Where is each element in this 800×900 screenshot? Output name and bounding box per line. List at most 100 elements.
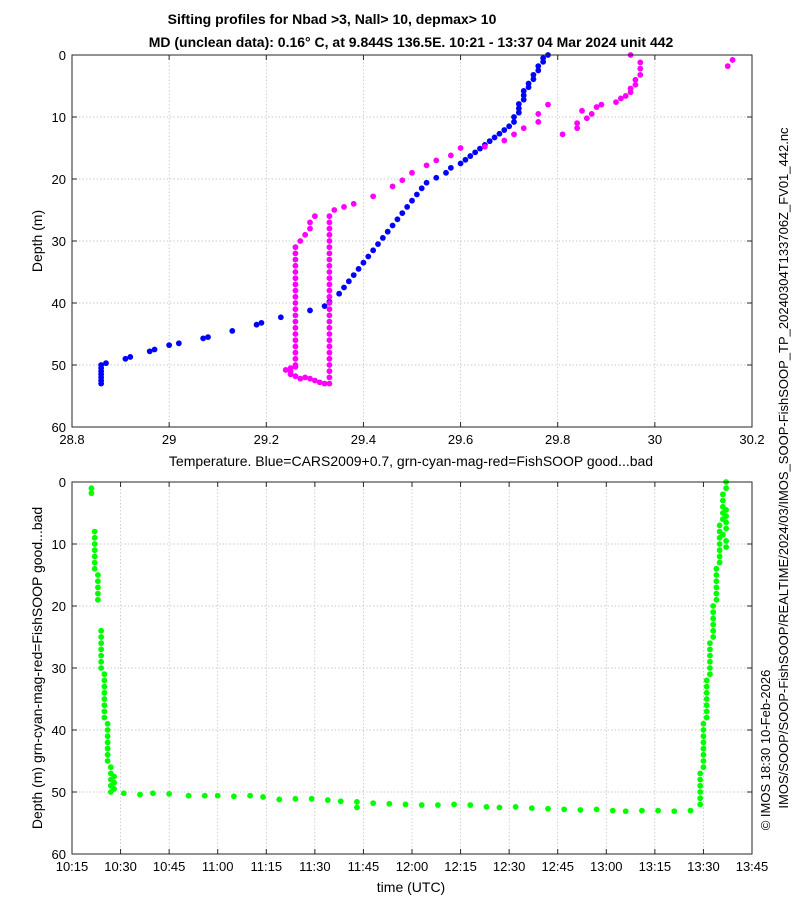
bottom-data-point <box>703 677 710 684</box>
top-data-point <box>583 115 590 122</box>
bottom-x-tick-label: 13:30 <box>687 859 720 874</box>
top-data-point <box>389 183 396 190</box>
top-data-point <box>525 80 532 87</box>
bottom-data-point <box>95 590 101 597</box>
bottom-y-tick-label: 0 <box>59 475 66 490</box>
bottom-data-point <box>639 807 645 814</box>
top-data-point <box>520 88 527 94</box>
top-data-point <box>229 328 236 334</box>
top-data-point <box>311 377 318 384</box>
bottom-data-point <box>703 714 710 721</box>
bottom-data-point <box>713 565 720 572</box>
bottom-x-tick-label: 11:00 <box>202 859 234 874</box>
bottom-data-point <box>91 541 98 547</box>
bottom-y-tick-label: 40 <box>52 723 66 738</box>
top-data-point <box>423 179 430 186</box>
top-data-point <box>341 204 347 210</box>
top-data-point <box>326 244 333 251</box>
bottom-data-point <box>707 671 713 678</box>
top-data-point <box>370 247 377 254</box>
top-data-point <box>331 207 338 213</box>
top-data-point <box>326 331 333 337</box>
top-data-point <box>637 59 644 66</box>
top-data-point <box>326 262 333 269</box>
top-data-point <box>302 374 309 381</box>
top-data-point <box>409 169 415 176</box>
top-data-point <box>501 127 508 133</box>
bottom-data-point <box>719 497 726 504</box>
top-data-point <box>292 287 299 294</box>
top-data-point <box>326 225 333 232</box>
top-data-point <box>122 355 129 362</box>
bottom-data-point <box>88 490 95 497</box>
bottom-data-point <box>467 802 474 808</box>
bottom-data-point <box>107 789 114 795</box>
bottom-x-tick-label: 12:45 <box>541 859 574 874</box>
bottom-data-point <box>166 790 173 797</box>
top-data-point <box>326 318 333 325</box>
top-data-point <box>399 177 406 184</box>
top-x-axis-label: Temperature. Blue=CARS2009+0.7, grn-cyan… <box>169 453 653 469</box>
bottom-data-point <box>713 590 720 597</box>
top-data-point <box>292 300 299 306</box>
bottom-data-point <box>95 596 101 603</box>
bottom-data-point <box>697 776 704 783</box>
top-data-point <box>370 193 377 200</box>
bottom-data-point <box>512 803 519 810</box>
top-data-point <box>506 123 513 130</box>
chart-title-line-2: MD (unclean data): 0.16° C, at 9.844S 13… <box>149 34 674 50</box>
chart-title-line-1: Sifting profiles for Nbad >3, Nall> 10, … <box>168 11 497 27</box>
top-x-tick-label: 30 <box>648 432 662 447</box>
bottom-data-point <box>370 800 377 807</box>
bottom-data-point <box>104 727 111 733</box>
bottom-data-point <box>528 805 535 812</box>
bottom-data-point <box>713 584 720 591</box>
top-data-point <box>326 219 333 226</box>
bottom-data-point <box>451 801 457 808</box>
bottom-time-depth-plot: 10:15 10:30 10:45 11:00 11:15 11:30 11:45 12:00… <box>52 475 769 874</box>
top-data-point <box>146 348 153 355</box>
top-data-point <box>622 93 629 99</box>
bottom-data-point <box>710 627 717 634</box>
top-data-point <box>394 216 401 223</box>
bottom-data-point <box>723 485 729 492</box>
top-data-point <box>501 137 508 144</box>
bottom-x-axis-label: time (UTC) <box>377 879 445 895</box>
top-data-point <box>447 164 454 171</box>
bottom-data-point <box>713 578 720 585</box>
top-data-point <box>326 362 333 368</box>
top-data-point <box>515 105 522 112</box>
bottom-data-point <box>700 764 707 771</box>
bottom-data-point <box>337 798 344 805</box>
bottom-data-point <box>91 559 98 566</box>
bottom-data-point <box>723 544 729 550</box>
bottom-data-point <box>723 525 729 532</box>
top-data-point <box>617 95 624 102</box>
bottom-data-point <box>101 696 108 702</box>
top-data-point <box>341 284 347 291</box>
bottom-data-point <box>231 793 237 800</box>
top-data-point <box>511 131 517 138</box>
bottom-data-point <box>101 671 108 678</box>
top-data-point <box>515 109 522 116</box>
bottom-data-point <box>101 702 108 709</box>
bottom-data-point <box>716 547 723 554</box>
top-data-point <box>365 253 372 260</box>
top-data-point <box>530 71 537 78</box>
bottom-data-point <box>101 683 108 690</box>
top-data-point <box>292 318 299 325</box>
bottom-data-point <box>723 538 729 544</box>
top-data-point <box>632 81 639 88</box>
top-data-point <box>511 119 517 125</box>
bottom-data-point <box>496 804 503 811</box>
bottom-data-point <box>95 578 101 585</box>
bottom-data-point <box>91 534 98 541</box>
top-data-point <box>413 191 420 198</box>
bottom-data-point <box>719 531 726 538</box>
top-temperature-depth-plot: 28.8 29 29.2 29.4 29.6 29.8 30 30.2 0 10 20 30 40 50 6… <box>52 48 765 447</box>
top-data-point <box>292 293 299 300</box>
top-data-point <box>472 149 479 156</box>
top-y-tick-label: 30 <box>52 234 66 249</box>
bottom-data-point <box>716 553 723 560</box>
